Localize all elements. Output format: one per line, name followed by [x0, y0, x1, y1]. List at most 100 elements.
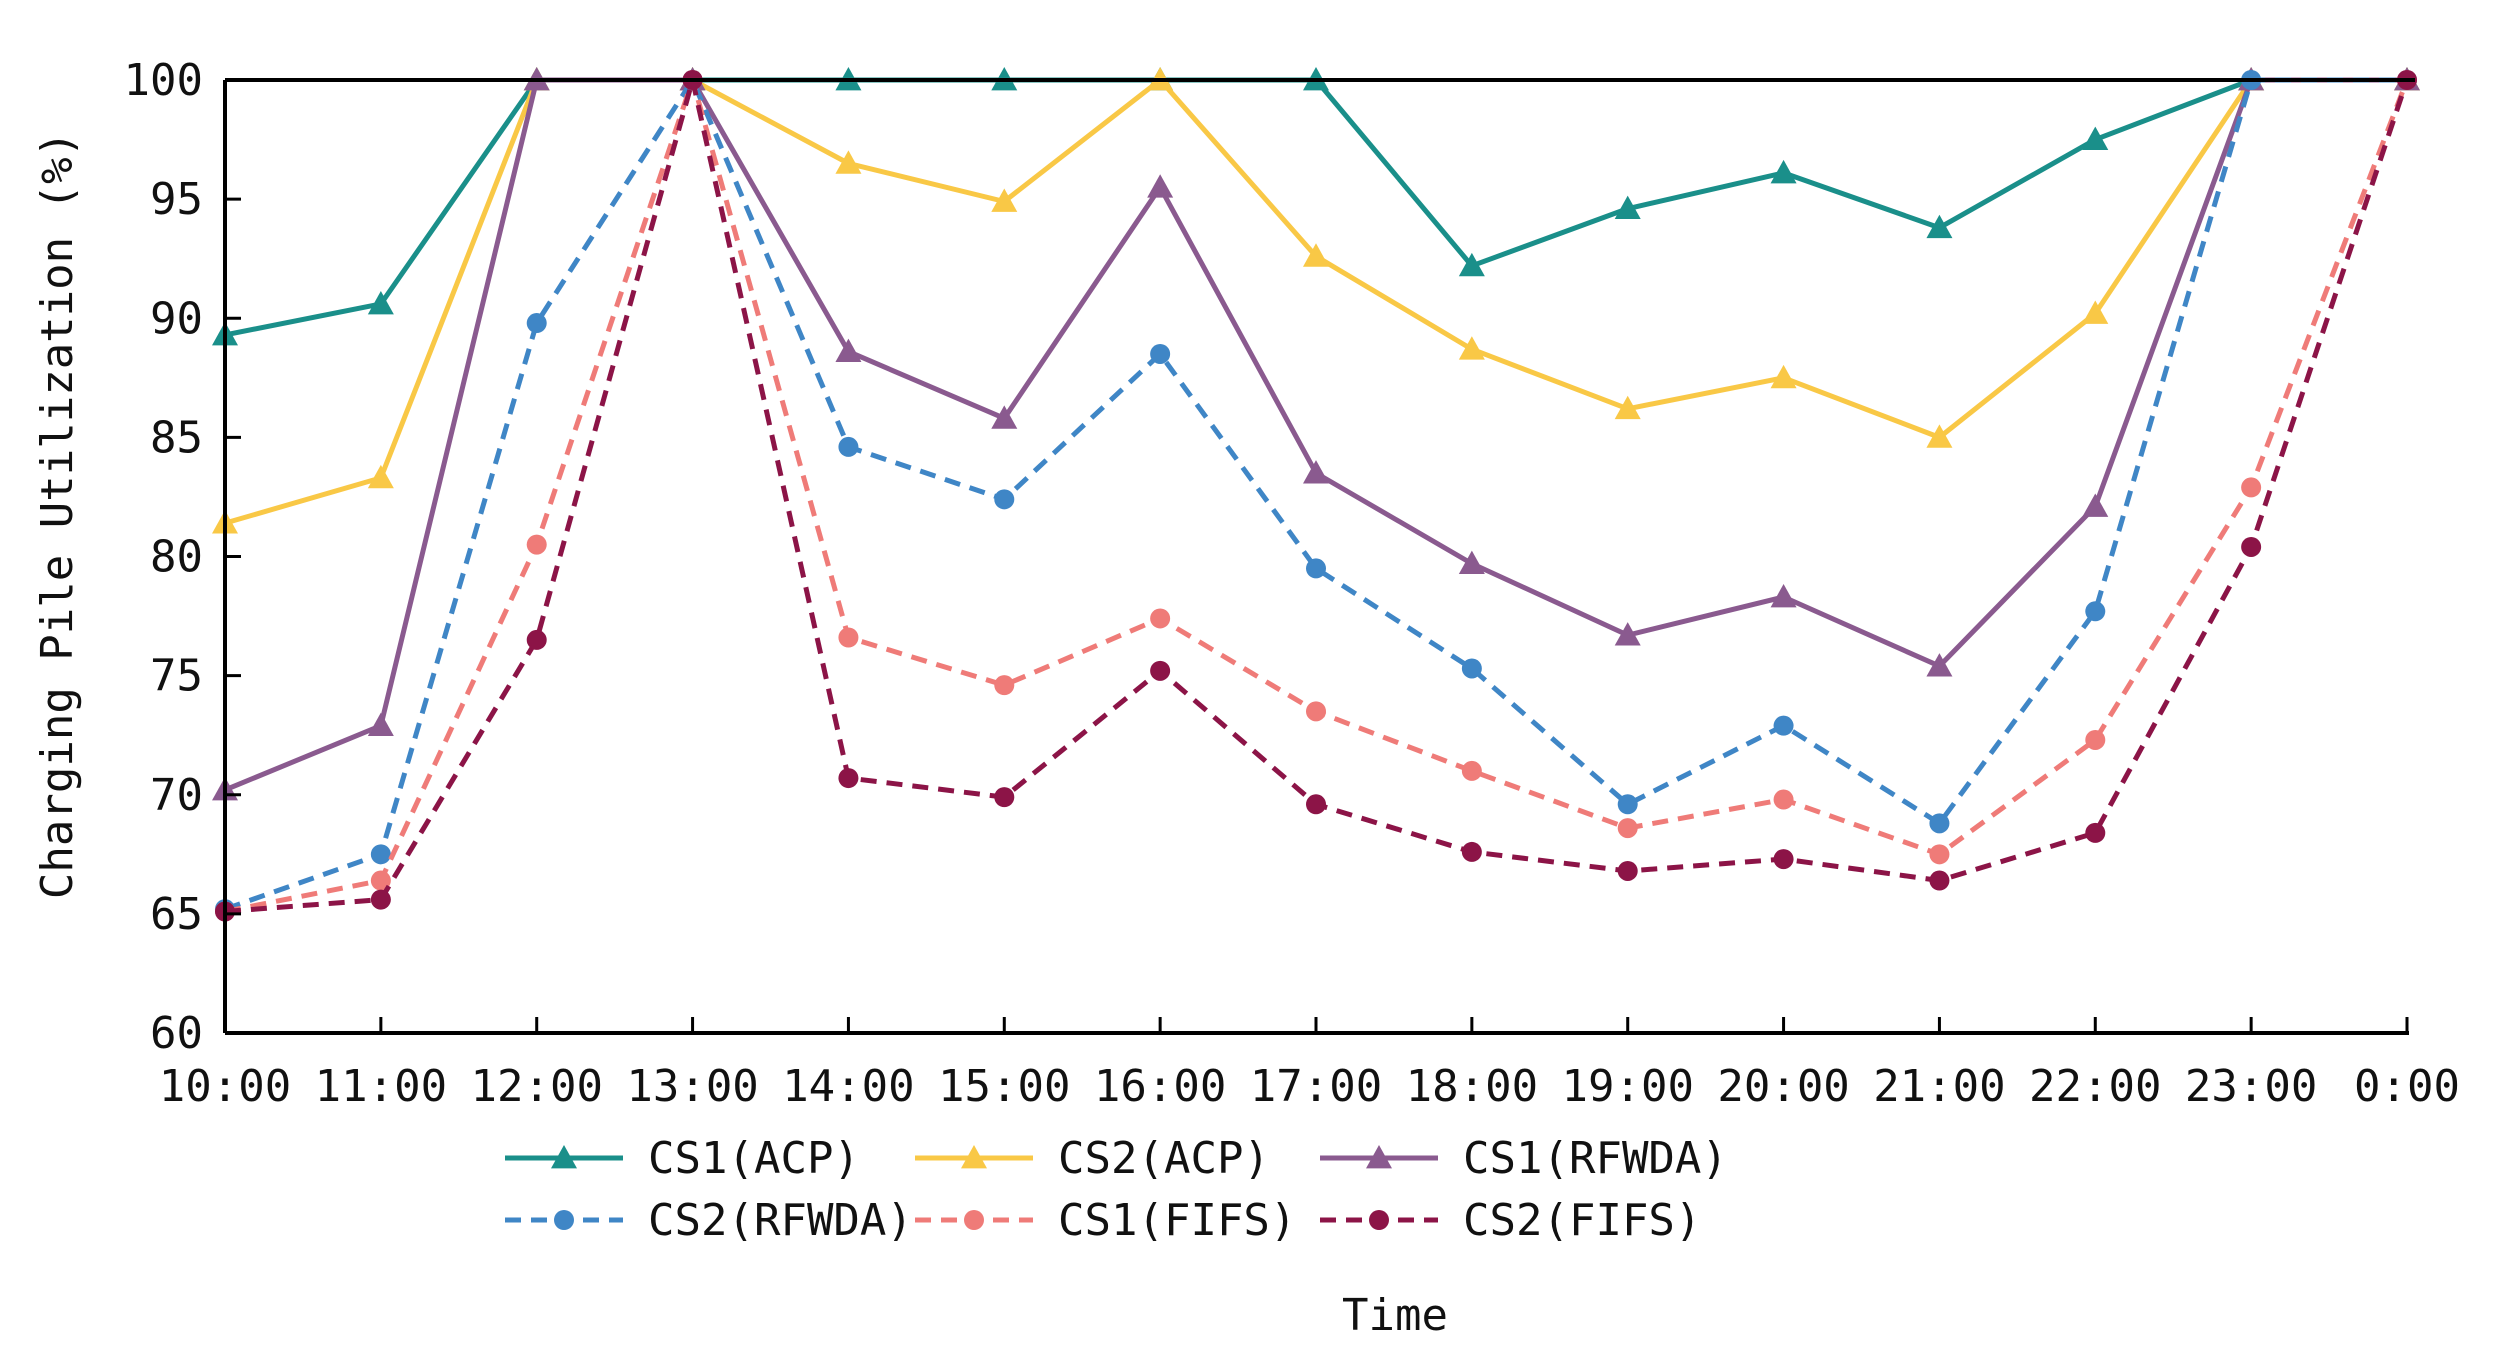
x-tick-label: 14:00 — [782, 1061, 914, 1112]
data-point — [1926, 653, 1953, 677]
legend-item: CS1(RFWDA) — [1320, 1133, 1728, 1184]
data-point — [1306, 701, 1326, 722]
data-point — [1303, 460, 1329, 484]
y-tick-label: 60 — [150, 1008, 203, 1059]
data-point — [994, 787, 1015, 808]
legend-marker — [551, 1145, 577, 1169]
x-tick-label: 10:00 — [159, 1061, 291, 1112]
y-tick-label: 95 — [150, 174, 203, 225]
series-line — [224, 77, 2407, 338]
legend-item: CS1(ACP) — [505, 1133, 860, 1184]
data-point — [1770, 584, 1797, 608]
data-point — [2082, 493, 2109, 517]
data-point — [1150, 608, 1171, 629]
legend-label: CS1(RFWDA) — [1463, 1133, 1728, 1184]
data-point — [367, 290, 394, 315]
x-tick-label: 0:00 — [2354, 1061, 2460, 1112]
legend-label: CS1(FIFS) — [1058, 1195, 1296, 1246]
data-point — [835, 338, 862, 363]
data-point — [526, 534, 547, 555]
x-tick-label: 23:00 — [2185, 1061, 2317, 1112]
series-cs1-acp — [212, 67, 2420, 346]
x-tick-label: 12:00 — [470, 1061, 602, 1112]
data-point — [2085, 822, 2106, 843]
y-tick-label: 100 — [124, 55, 203, 106]
data-point — [526, 629, 547, 650]
series-line — [224, 77, 2410, 914]
data-point — [2085, 601, 2106, 622]
legend-label: CS2(FIFS) — [1463, 1195, 1701, 1246]
data-point — [1147, 174, 1174, 198]
data-point — [838, 436, 859, 457]
y-tick-label: 75 — [150, 651, 203, 702]
data-point — [2082, 126, 2109, 150]
data-point — [1929, 870, 1950, 891]
x-tick-label: 13:00 — [626, 1061, 758, 1112]
series-cs2-rfwda — [215, 70, 2417, 920]
data-point — [994, 675, 1015, 696]
series-cs2-fifs — [215, 70, 2417, 922]
data-point — [1929, 844, 1950, 865]
data-point — [991, 405, 1018, 429]
data-point — [1770, 364, 1797, 389]
x-tick-label: 16:00 — [1094, 1061, 1226, 1112]
legend-label: CS2(ACP) — [1058, 1133, 1270, 1184]
data-point — [367, 464, 394, 489]
data-point — [370, 870, 391, 891]
x-tick-label: 11:00 — [315, 1061, 447, 1112]
data-point — [1926, 214, 1953, 239]
y-tick-label: 85 — [150, 412, 203, 463]
series-cs1-rfwda — [212, 67, 2420, 801]
data-point — [1926, 424, 1953, 448]
data-point — [1306, 558, 1326, 579]
legend: CS1(ACP) CS2(ACP) CS1(RFWDA) CS2(RFWDA) CS1(… — [505, 1133, 1728, 1246]
series-line — [224, 77, 2407, 793]
x-tick-label: 17:00 — [1250, 1061, 1382, 1112]
data-point — [1614, 395, 1641, 420]
legend-label: CS1(ACP) — [648, 1133, 860, 1184]
series-cs1-fifs — [215, 70, 2417, 922]
data-point — [1617, 794, 1638, 815]
legend-item: CS2(ACP) — [915, 1133, 1270, 1184]
x-tick-label: 15:00 — [938, 1061, 1070, 1112]
x-tick-label: 19:00 — [1561, 1061, 1693, 1112]
legend-label: CS2(RFWDA) — [648, 1195, 913, 1246]
data-point — [1929, 813, 1950, 834]
data-point — [1614, 195, 1641, 220]
plot-area — [212, 67, 2420, 922]
data-point — [1150, 660, 1171, 681]
legend-item: CS1(FIFS) — [915, 1195, 1296, 1246]
data-point — [1773, 849, 1794, 870]
data-point — [994, 489, 1015, 510]
data-point — [1458, 252, 1485, 277]
legend-marker — [1366, 1145, 1392, 1169]
data-point — [838, 627, 859, 648]
data-point — [2082, 300, 2109, 324]
data-point — [1617, 860, 1638, 881]
y-tick-label: 65 — [150, 889, 203, 940]
data-point — [370, 844, 391, 865]
data-point — [2241, 477, 2262, 498]
x-tick-label: 18:00 — [1406, 1061, 1538, 1112]
data-point — [367, 712, 394, 737]
data-point — [2085, 729, 2106, 750]
y-tick-label: 80 — [150, 532, 203, 583]
x-axis-title: Time — [1342, 1290, 1448, 1341]
x-tick-label: 22:00 — [2029, 1061, 2161, 1112]
y-tick-label: 70 — [150, 770, 203, 821]
data-point — [1617, 818, 1638, 839]
x-tick-label: 21:00 — [1873, 1061, 2005, 1112]
series-line — [224, 77, 2407, 912]
data-point — [1458, 550, 1485, 575]
data-point — [838, 768, 859, 789]
data-point — [991, 188, 1018, 212]
data-point — [1461, 760, 1482, 781]
data-point — [1770, 159, 1797, 184]
y-tick-label: 90 — [150, 293, 203, 344]
y-axis-title: Charging Pile Utilization (%) — [32, 131, 83, 899]
legend-marker — [964, 1210, 984, 1230]
data-point — [1614, 622, 1641, 646]
data-point — [1461, 658, 1482, 679]
legend-item: CS2(RFWDA) — [505, 1195, 913, 1246]
